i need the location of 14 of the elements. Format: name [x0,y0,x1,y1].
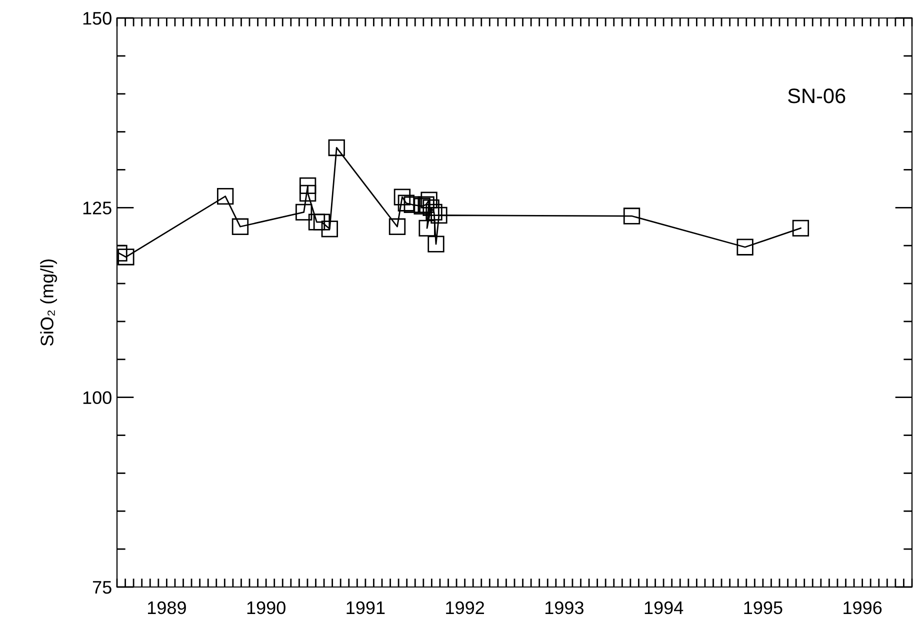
y-tick-label: 100 [83,391,112,404]
y-tick-label: 125 [83,202,112,214]
x-tick-label: 1994 [644,601,684,614]
x-tick-label: 1995 [744,601,782,614]
y-tick-label: 150 [83,12,112,25]
x-tick-label: 1989 [148,601,186,614]
y-tick-label: 75 [92,581,112,594]
annotation: SN-06 [788,88,846,104]
x-tick-label: 1990 [247,601,286,614]
x-tick-label: 1993 [545,601,584,614]
x-tick-label: 1991 [346,601,385,614]
y-axis-title: SiO₂ (mg/l) [40,259,58,346]
x-tick-label: 1996 [844,601,882,614]
x-tick-label: 1992 [446,601,484,614]
